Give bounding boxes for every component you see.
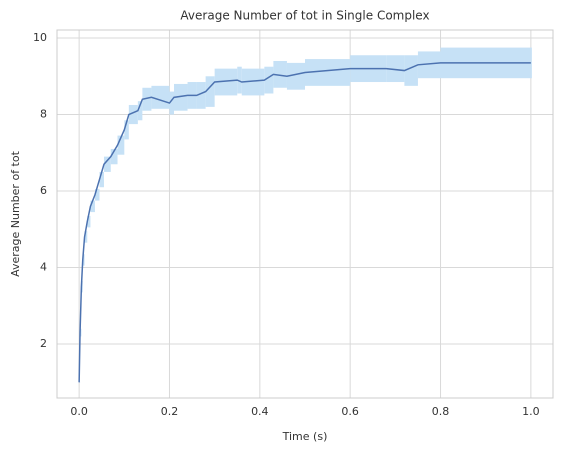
- error-band: [137, 101, 143, 121]
- y-tick-label: 10: [33, 31, 47, 44]
- x-tick-label: 0.4: [251, 405, 269, 418]
- x-tick-label: 0.0: [70, 405, 88, 418]
- error-band: [386, 55, 405, 83]
- x-tick-label: 0.6: [341, 405, 359, 418]
- error-band: [99, 171, 104, 188]
- x-axis-label: Time (s): [282, 430, 328, 443]
- error-band: [264, 66, 274, 94]
- error-band: [103, 156, 111, 172]
- error-band: [151, 85, 170, 109]
- error-band: [79, 382, 81, 383]
- error-band: [82, 254, 85, 266]
- x-tick-label: 1.0: [522, 405, 540, 418]
- error-band: [173, 83, 188, 111]
- error-band: [117, 135, 125, 155]
- error-band: [142, 87, 152, 111]
- x-tick-label: 0.2: [161, 405, 179, 418]
- error-band: [241, 68, 265, 96]
- error-band: [286, 62, 305, 90]
- plot-frame: [56, 29, 554, 399]
- error-band: [404, 55, 418, 86]
- y-tick-label: 6: [40, 184, 47, 197]
- error-band: [90, 200, 95, 213]
- error-band: [110, 148, 118, 165]
- error-band: [530, 47, 532, 79]
- error-band: [128, 104, 138, 125]
- error-band: [196, 82, 206, 109]
- error-band: [124, 120, 129, 140]
- error-band: [214, 68, 238, 96]
- y-tick-label: 4: [40, 261, 47, 274]
- chart-title: Average Number of tot in Single Complex: [180, 9, 429, 23]
- error-band: [417, 51, 441, 79]
- y-tick-label: 2: [40, 337, 47, 350]
- error-band: [237, 66, 242, 94]
- error-band: [87, 215, 91, 228]
- y-axis-label: Average Number of tot: [9, 150, 22, 276]
- error-band: [84, 231, 88, 243]
- x-tick-label: 0.8: [432, 405, 450, 418]
- mean-line: [78, 62, 531, 383]
- error-band: [169, 91, 174, 115]
- error-band: [273, 60, 287, 88]
- error-band: [205, 76, 215, 107]
- y-tick-label: 8: [40, 108, 47, 121]
- error-band: [94, 189, 100, 201]
